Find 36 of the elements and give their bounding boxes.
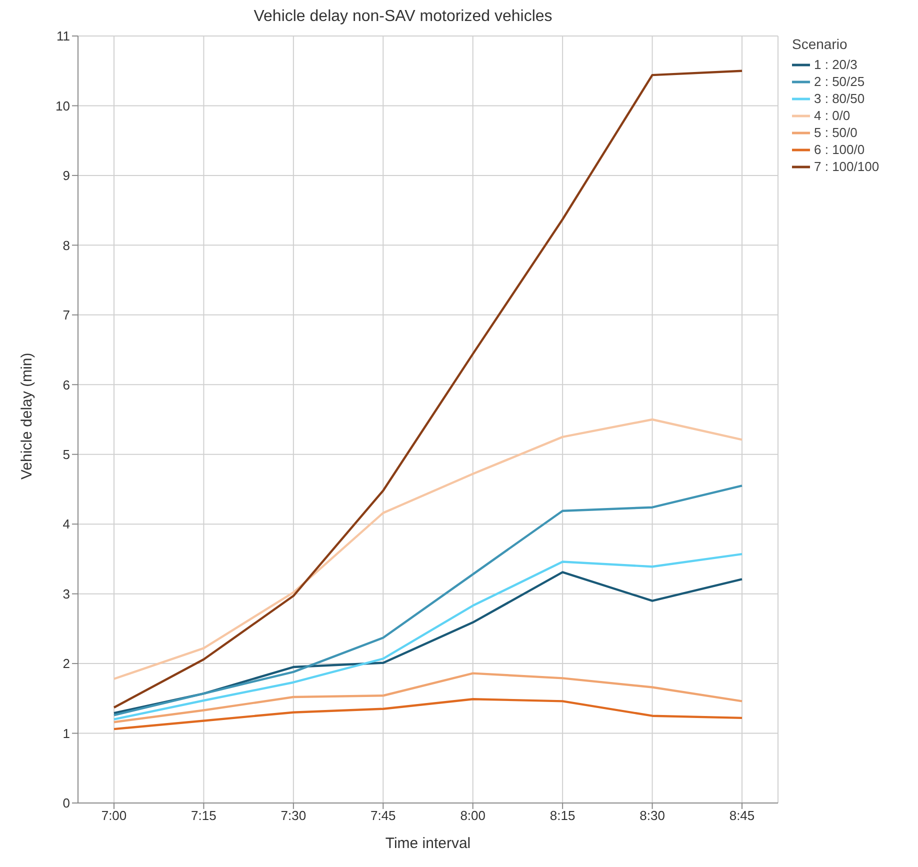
y-tick-label: 3 xyxy=(62,586,70,602)
y-tick-label: 2 xyxy=(62,656,70,672)
x-tick-label: 8:45 xyxy=(729,808,755,824)
line-series xyxy=(112,418,744,680)
y-tick-label: 8 xyxy=(62,238,70,253)
chart-title: Vehicle delay non-SAV motorized vehicles xyxy=(252,8,554,27)
legend-title: Scenario xyxy=(792,36,848,52)
x-tick-label: 7:00 xyxy=(101,808,127,824)
y-tick-label: 4 xyxy=(62,516,70,532)
line-series xyxy=(112,484,744,716)
x-tick-label: 8:00 xyxy=(460,808,486,824)
legend-label: 2 : 50/25 xyxy=(814,74,865,89)
x-tick-label: 8:30 xyxy=(640,808,665,824)
legend-label: 7 : 100/100 xyxy=(814,159,880,174)
line-series xyxy=(112,672,744,724)
legend-label: 1 : 20/3 xyxy=(814,57,858,72)
legend-label: 3 : 80/50 xyxy=(814,91,865,106)
y-tick-label: 10 xyxy=(56,98,70,114)
x-axis-title: Time interval xyxy=(385,835,471,852)
y-tick-label: 11 xyxy=(56,28,70,44)
x-tick-label: 7:45 xyxy=(370,808,396,824)
legend-label: 4 : 0/0 xyxy=(814,108,850,123)
y-tick-label: 6 xyxy=(62,377,70,392)
x-tick-label: 7:15 xyxy=(191,808,216,824)
y-tick-label: 7 xyxy=(62,308,70,323)
x-tick-label: 8:15 xyxy=(550,808,576,824)
line-series xyxy=(112,698,744,730)
y-axis-title: Vehicle delay (min) xyxy=(18,352,36,480)
y-tick-label: 0 xyxy=(62,796,70,811)
legend-label: 5 : 50/0 xyxy=(814,125,858,140)
legend-label: 6 : 100/0 xyxy=(814,142,865,157)
x-tick-label: 7:30 xyxy=(280,808,306,824)
y-tick-label: 9 xyxy=(62,168,70,184)
y-tick-label: 5 xyxy=(62,446,70,462)
y-tick-label: 1 xyxy=(62,726,70,741)
line-series xyxy=(112,70,744,709)
